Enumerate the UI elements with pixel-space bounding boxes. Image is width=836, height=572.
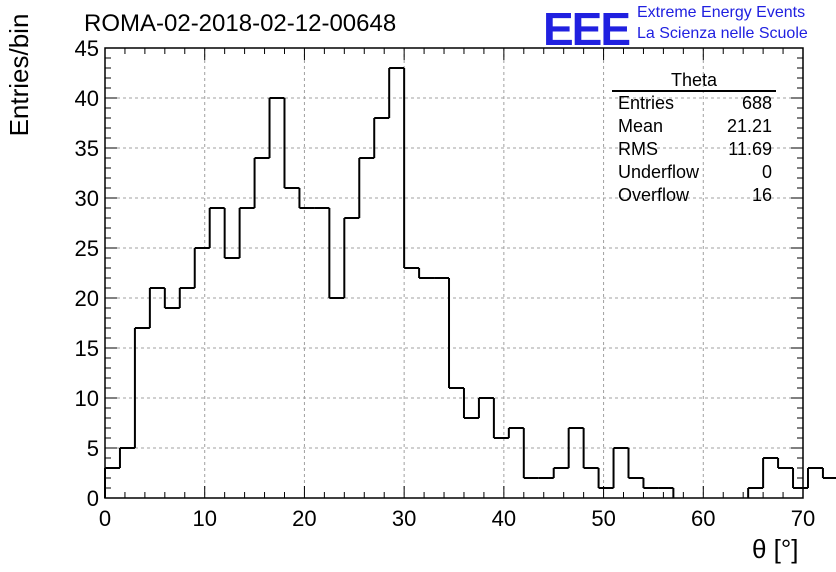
histogram-bin (747, 487, 764, 498)
plot-frame (104, 47, 804, 499)
stats-value: 688 (741, 93, 772, 113)
y-tick-label: 0 (87, 486, 99, 511)
stats-box: Theta Entries 688 Mean 21.21 RMS 11.69 U… (612, 70, 776, 207)
y-tick-label: 40 (75, 86, 99, 111)
histogram-bins (104, 67, 836, 498)
histogram-bin (208, 207, 225, 248)
histogram-bin (582, 428, 599, 469)
x-tick-label: 70 (791, 506, 815, 531)
y-axis-label: Entries/bin (4, 13, 34, 137)
stats-title: Theta (612, 70, 776, 92)
stats-label: RMS (618, 139, 658, 159)
grid-lines (105, 48, 803, 498)
histogram-bin (567, 427, 584, 468)
histogram-bin (133, 327, 150, 448)
stats-label: Underflow (618, 162, 700, 182)
histogram-bin (821, 468, 836, 479)
y-tick-label: 15 (75, 336, 99, 361)
histogram-bin (268, 97, 285, 158)
histogram-bin (193, 247, 210, 288)
histogram-bin (418, 268, 435, 279)
histogram-bin (477, 397, 494, 418)
y-tick-label: 45 (75, 36, 99, 61)
histogram-bin (642, 478, 659, 489)
stats-value: 16 (751, 185, 772, 205)
histogram-bin (328, 208, 345, 299)
y-tick-label: 5 (87, 436, 99, 461)
histogram-bin (762, 457, 779, 488)
histogram-bin (178, 287, 195, 308)
histogram-bin (253, 157, 270, 208)
plot-frame-rect (104, 47, 804, 499)
histogram-bin (148, 287, 165, 328)
stats-value: 11.69 (728, 139, 772, 159)
x-tick-label: 20 (292, 506, 316, 531)
eee-logo: EEE (543, 3, 631, 55)
histogram-bin (448, 278, 464, 389)
histogram-bin (792, 468, 808, 489)
histogram-bin (343, 217, 360, 298)
stats-row-entries: Entries 688 (612, 92, 776, 115)
histogram-bin (163, 288, 180, 309)
histogram-bin (403, 68, 420, 269)
y-tick-label: 35 (75, 136, 99, 161)
histogram-bin (612, 447, 629, 488)
histogram-bin (806, 467, 823, 488)
stats-row-rms: RMS 11.69 (612, 138, 776, 161)
x-tick-label: 50 (591, 506, 615, 531)
histogram-bin (104, 467, 120, 498)
stats-row-mean: Mean 21.21 (612, 115, 776, 138)
histogram-bin (358, 157, 375, 218)
stats-label: Overflow (618, 185, 690, 205)
histogram-bin (522, 428, 539, 479)
y-tick-label: 30 (75, 186, 99, 211)
histogram-bin (507, 427, 524, 438)
stats-label: Entries (618, 93, 675, 113)
histogram-bin (777, 458, 794, 469)
plot-title: ROMA-02-2018-02-12-00648 (84, 10, 397, 37)
stats-value: 0 (761, 162, 772, 182)
stats-row-underflow: Underflow 0 (612, 161, 776, 184)
histogram-bin (597, 468, 614, 489)
x-axis-label: θ [°] (752, 534, 799, 564)
y-tick-label: 25 (75, 236, 99, 261)
histogram-bin (552, 467, 569, 478)
histogram-bin (388, 67, 405, 118)
stats-row-overflow: Overflow 16 (612, 184, 776, 207)
y-tick-label: 10 (75, 386, 99, 411)
x-tick-label: 30 (392, 506, 416, 531)
histogram-bin (462, 388, 479, 419)
y-tick-label: 20 (75, 286, 99, 311)
y-tick-labels: 0 5 10 15 20 25 30 35 40 45 (75, 36, 99, 511)
histogram-bin (283, 98, 300, 189)
x-tick-labels: 0 10 20 30 40 50 60 70 (99, 506, 815, 531)
x-tick-label: 60 (691, 506, 715, 531)
histogram-bin (118, 447, 135, 468)
x-tick-label: 0 (99, 506, 111, 531)
logo-line-1: Extreme Energy Events (637, 4, 806, 21)
histogram-bin (298, 188, 315, 209)
histogram-bin (373, 117, 390, 158)
histogram-bin (238, 207, 255, 258)
logo-line-2: La Scienza nelle Scuole (637, 25, 808, 42)
stats-value: 21.21 (726, 116, 772, 136)
stats-label: Mean (618, 116, 664, 136)
x-tick-label: 40 (492, 506, 516, 531)
histogram-bin (492, 398, 509, 439)
histogram-bin (627, 448, 644, 479)
x-tick-label: 10 (192, 506, 216, 531)
histogram-bin (223, 208, 240, 259)
